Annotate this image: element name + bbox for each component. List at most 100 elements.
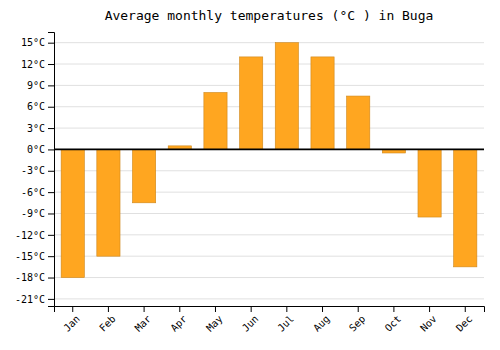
y-tick: 0°C: [27, 144, 54, 155]
y-tick: -3°C: [21, 165, 54, 176]
grid-line: [54, 298, 484, 299]
grid-line: [54, 85, 484, 86]
y-tick-label: 15°C: [21, 37, 45, 48]
y-tick: 3°C: [27, 123, 54, 134]
y-tick-mark: [48, 299, 54, 300]
y-tick-label: 0°C: [27, 144, 45, 155]
x-tick: Jun: [240, 306, 261, 334]
x-tick-label: Jul: [275, 313, 296, 334]
x-tick-label: Dec: [454, 313, 475, 334]
x-tick-mark: [72, 306, 73, 312]
y-axis: -21°C -18°C -15°C -12°C -9°C -6°C -3°C 0°C 3°C 6°…: [15, 33, 55, 307]
y-tick: -18°C: [15, 272, 54, 283]
x-tick-mark: [286, 306, 287, 312]
x-tick: Mar: [133, 306, 154, 334]
title: Average monthly temperatures (°C ) in Bu…: [105, 8, 434, 23]
bar: [97, 149, 120, 256]
zero-line: [54, 149, 484, 151]
x-tick-label: Apr: [168, 313, 189, 334]
bar: [418, 149, 441, 217]
y-tick-mark: [48, 235, 54, 236]
x-tick-label: Oct: [383, 313, 404, 334]
x-tick-mark: [429, 306, 430, 312]
y-tick-mark: [48, 107, 54, 108]
y-tick-label: 12°C: [21, 59, 45, 70]
y-tick-mark: [48, 43, 54, 44]
x-tick-mark: [465, 306, 466, 312]
y-tick-mark: [48, 149, 54, 150]
x-tick-mark: [144, 306, 145, 312]
x-tick-mark: [108, 306, 109, 312]
x-axis-line: [55, 307, 485, 313]
x-tick: Nov: [418, 306, 439, 334]
bar: [204, 92, 227, 149]
x-tick-mark: [179, 306, 180, 312]
x-tick-mark: [322, 306, 323, 312]
x-axis: Jan Feb Mar Apr May Jun Jul Aug Sep Oct Nov Dec: [55, 306, 485, 334]
y-tick-label: -18°C: [15, 272, 45, 283]
y-tick-mark: [48, 192, 54, 193]
y-tick-label: -9°C: [21, 208, 45, 219]
y-tick: 15°C: [21, 37, 54, 48]
y-tick-mark: [48, 256, 54, 257]
y-tick-label: -12°C: [15, 230, 45, 241]
bar: [61, 149, 84, 277]
grid-line: [54, 128, 484, 129]
bars: [54, 43, 484, 278]
chart: -21°C -18°C -15°C -12°C -9°C -6°C -3°C 0°C 3°C 6°…: [0, 0, 500, 350]
grid-line: [54, 64, 484, 65]
y-tick: -12°C: [15, 230, 54, 241]
x-tick-mark: [393, 306, 394, 312]
y-tick: -6°C: [21, 187, 54, 198]
x-tick-mark: [215, 306, 216, 312]
y-tick-label: 3°C: [27, 123, 45, 134]
grid-line: [54, 277, 484, 278]
y-tick: 9°C: [27, 80, 54, 91]
y-tick: -15°C: [15, 251, 54, 262]
x-tick: Feb: [97, 306, 118, 334]
x-tick: Jan: [61, 306, 82, 334]
y-tick-mark: [48, 128, 54, 129]
x-tick-mark: [251, 306, 252, 312]
y-tick-label: 9°C: [27, 80, 45, 91]
x-tick-label: Mar: [133, 313, 154, 334]
y-tick-label: -3°C: [21, 165, 45, 176]
x-tick-label: May: [204, 313, 225, 334]
bar: [275, 43, 298, 150]
y-tick-label: -21°C: [15, 294, 45, 305]
bar: [454, 149, 477, 266]
bar: [347, 96, 370, 149]
y-tick-mark: [48, 213, 54, 214]
x-tick-label: Jan: [61, 313, 82, 334]
y-tick-label: -15°C: [15, 251, 45, 262]
bar: [240, 57, 263, 150]
x-tick: Apr: [168, 306, 189, 334]
y-tick: -21°C: [15, 294, 54, 305]
y-tick-label: 6°C: [27, 101, 45, 112]
x-tick-label: Aug: [311, 313, 332, 334]
x-tick-label: Jun: [240, 313, 261, 334]
grid: [54, 43, 484, 299]
x-tick: Aug: [311, 306, 332, 334]
y-tick-mark: [48, 278, 54, 279]
y-tick-mark: [48, 64, 54, 65]
y-tick: 12°C: [21, 59, 54, 70]
x-tick: Oct: [383, 306, 404, 334]
bar: [133, 149, 156, 202]
x-tick: May: [204, 306, 225, 334]
grid-line: [54, 42, 484, 43]
grid-line: [54, 106, 484, 107]
x-tick-label: Feb: [97, 313, 118, 334]
x-tick: Sep: [347, 306, 368, 334]
y-tick: 6°C: [27, 101, 54, 112]
x-tick: Dec: [454, 306, 475, 334]
x-tick-label: Sep: [347, 313, 368, 334]
x-tick: Jul: [275, 306, 296, 334]
y-tick-mark: [48, 171, 54, 172]
y-tick: -9°C: [21, 208, 54, 219]
plot: -21°C -18°C -15°C -12°C -9°C -6°C -3°C 0°C 3°C 6°…: [15, 33, 485, 334]
grid-line: [54, 149, 484, 150]
x-tick-label: Nov: [418, 313, 439, 334]
x-tick-mark: [358, 306, 359, 312]
bar: [311, 57, 334, 150]
